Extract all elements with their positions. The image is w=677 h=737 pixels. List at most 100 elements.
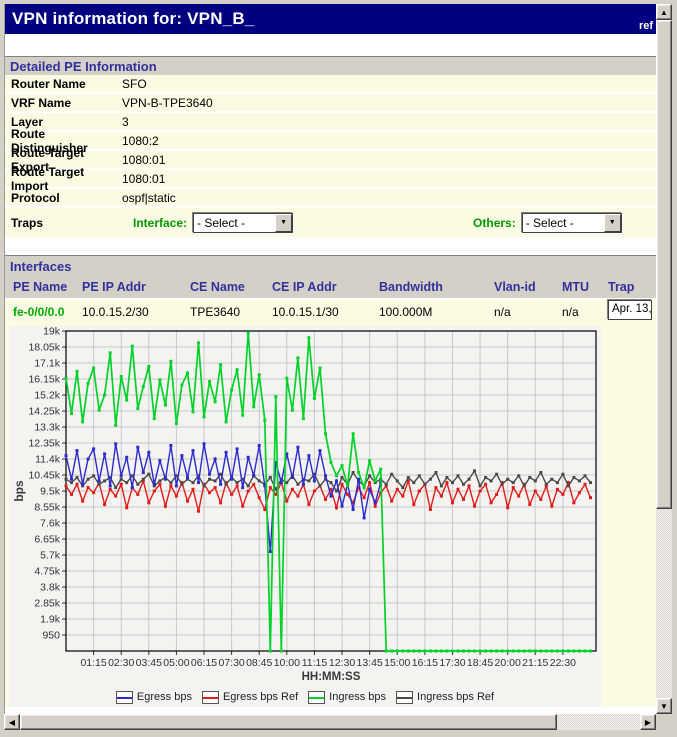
legend-item: Egress bps Ref xyxy=(201,690,299,704)
legend-label: Ingress bps Ref xyxy=(417,691,495,703)
legend-line-icon xyxy=(396,690,414,704)
scroll-right-icon[interactable]: ▶ xyxy=(640,714,656,730)
svg-text:22:30: 22:30 xyxy=(550,657,576,669)
vlan-id-value: n/a xyxy=(494,304,511,319)
row-value: SFO xyxy=(122,76,147,91)
row-label: Route Distinguisher xyxy=(11,126,88,155)
svg-text:HH:MM:SS: HH:MM:SS xyxy=(302,671,361,680)
row-label: VRF Name xyxy=(11,95,72,110)
row-label: Route Target Import xyxy=(11,164,85,193)
ref-link[interactable]: ref xyxy=(638,20,653,32)
legend-item: Ingress bps Ref xyxy=(396,690,495,704)
svg-text:16:15: 16:15 xyxy=(412,657,438,669)
scroll-down-icon[interactable]: ▼ xyxy=(656,698,672,714)
spacer xyxy=(5,237,656,255)
svg-text:12.35k: 12.35k xyxy=(28,438,60,450)
col-pe-ip: PE IP Addr xyxy=(82,280,146,294)
mtu-value: n/a xyxy=(562,304,579,319)
row-traps: Traps Interface: - Select - ▼ Others: - … xyxy=(5,208,656,237)
svg-text:10.45k: 10.45k xyxy=(28,470,60,482)
interfaces-header-row: PE Name PE IP Addr CE Name CE IP Addr Ba… xyxy=(5,276,656,298)
svg-text:20:00: 20:00 xyxy=(495,657,521,669)
svg-text:19k: 19k xyxy=(43,326,61,338)
legend-label: Egress bps Ref xyxy=(222,691,299,703)
scroll-up-icon[interactable]: ▲ xyxy=(656,4,672,20)
legend-line-icon xyxy=(201,690,219,704)
svg-text:03:45: 03:45 xyxy=(136,657,162,669)
col-ce-name: CE Name xyxy=(190,280,245,294)
trap-cell: Apr. 13, xyxy=(608,300,656,323)
svg-text:7.6k: 7.6k xyxy=(40,518,61,530)
svg-text:18:45: 18:45 xyxy=(467,657,493,669)
col-ce-ip: CE IP Addr xyxy=(272,280,337,294)
scroll-left-icon[interactable]: ◀ xyxy=(4,714,20,730)
row-value: ospf|static xyxy=(122,190,176,205)
ce-name-value: TPE3640 xyxy=(190,304,241,319)
legend-label: Ingress bps xyxy=(329,691,387,703)
row-vrf-name: VRF Name VPN-B-TPE3640 xyxy=(5,94,656,113)
interfaces-section-title: Interfaces xyxy=(10,258,72,274)
col-trap: Trap xyxy=(608,280,635,294)
svg-text:11.4k: 11.4k xyxy=(35,454,61,466)
row-label: Router Name xyxy=(11,76,86,91)
svg-text:9.5k: 9.5k xyxy=(40,486,61,498)
horizontal-scrollbar-thumb[interactable] xyxy=(20,714,557,730)
horizontal-scrollbar[interactable]: ◀ ▶ xyxy=(4,714,656,730)
row-protocol: Protocol ospf|static xyxy=(5,189,656,208)
svg-text:01:15: 01:15 xyxy=(80,657,106,669)
chevron-down-icon[interactable]: ▼ xyxy=(275,213,293,232)
traffic-chart: 950 1.9k 2.85k 3.8k 4.75k 5.7k 6.65k 7.6k 8.55k 9… xyxy=(9,326,601,707)
row-value: 3 xyxy=(122,114,129,129)
svg-text:4.75k: 4.75k xyxy=(34,566,60,578)
interface-trap-select[interactable]: - Select - ▼ xyxy=(193,212,294,233)
row-value: 1080:01 xyxy=(122,171,166,186)
traffic-chart-svg: 950 1.9k 2.85k 3.8k 4.75k 5.7k 6.65k 7.6k 8.55k 9… xyxy=(12,326,597,683)
others-trap-select[interactable]: - Select - ▼ xyxy=(521,212,622,233)
chevron-down-icon[interactable]: ▼ xyxy=(603,213,621,232)
row-route-target-export: Route Target Export 1080:01 xyxy=(5,146,656,174)
legend-item: Ingress bps xyxy=(308,690,387,704)
svg-text:14.25k: 14.25k xyxy=(28,406,60,418)
row-value: 1080:2 xyxy=(122,133,159,148)
pe-ip-value: 10.0.15.2/30 xyxy=(82,304,149,319)
svg-text:17:30: 17:30 xyxy=(439,657,465,669)
svg-text:11:15: 11:15 xyxy=(302,657,328,669)
row-label: Protocol xyxy=(11,190,60,205)
col-pe-name: PE Name xyxy=(13,280,68,294)
col-mtu: MTU xyxy=(562,280,590,294)
interface-row: fe-0/0/0.0 10.0.15.2/30 TPE3640 10.0.15.… xyxy=(5,298,656,323)
legend-line-icon xyxy=(308,690,326,704)
detailed-pe-section-title: Detailed PE Information xyxy=(10,58,157,74)
title-bar: VPN information for: VPN_B_ ref xyxy=(5,4,656,34)
svg-text:1.9k: 1.9k xyxy=(40,614,61,626)
svg-text:10:00: 10:00 xyxy=(274,657,300,669)
svg-text:8.55k: 8.55k xyxy=(34,502,60,514)
svg-text:12:30: 12:30 xyxy=(329,657,355,669)
svg-text:05:00: 05:00 xyxy=(163,657,189,669)
svg-text:17.1k: 17.1k xyxy=(34,358,60,370)
svg-text:bps: bps xyxy=(12,480,26,502)
bandwidth-value: 100.000M xyxy=(379,304,433,319)
traps-label: Traps xyxy=(11,215,44,230)
scrollbar-corner xyxy=(656,714,672,730)
svg-text:07:30: 07:30 xyxy=(218,657,244,669)
vertical-scrollbar[interactable]: ▲ ▼ xyxy=(656,4,672,714)
page-title: VPN information for: VPN_B_ xyxy=(12,9,255,28)
svg-text:06:15: 06:15 xyxy=(191,657,217,669)
vertical-scrollbar-thumb[interactable] xyxy=(656,20,672,509)
svg-text:2.85k: 2.85k xyxy=(34,598,60,610)
trap-date-input[interactable]: Apr. 13, xyxy=(608,300,652,320)
svg-text:02:30: 02:30 xyxy=(108,657,134,669)
svg-text:6.65k: 6.65k xyxy=(34,534,60,546)
row-value: 1080:01 xyxy=(122,152,166,167)
ce-ip-value: 10.0.15.1/30 xyxy=(272,304,339,319)
col-vlan-id: Vlan-id xyxy=(494,280,536,294)
interface-label: Interface: xyxy=(133,215,188,230)
legend-item: Egress bps xyxy=(115,690,192,704)
svg-text:08:45: 08:45 xyxy=(246,657,272,669)
row-label: Route Target Export xyxy=(11,145,85,174)
svg-text:5.7k: 5.7k xyxy=(40,550,61,562)
svg-text:21:15: 21:15 xyxy=(522,657,548,669)
chart-area: 950 1.9k 2.85k 3.8k 4.75k 5.7k 6.65k 7.6k 8.55k 9… xyxy=(5,323,656,707)
interface-trap-select-value: - Select - xyxy=(197,215,246,230)
